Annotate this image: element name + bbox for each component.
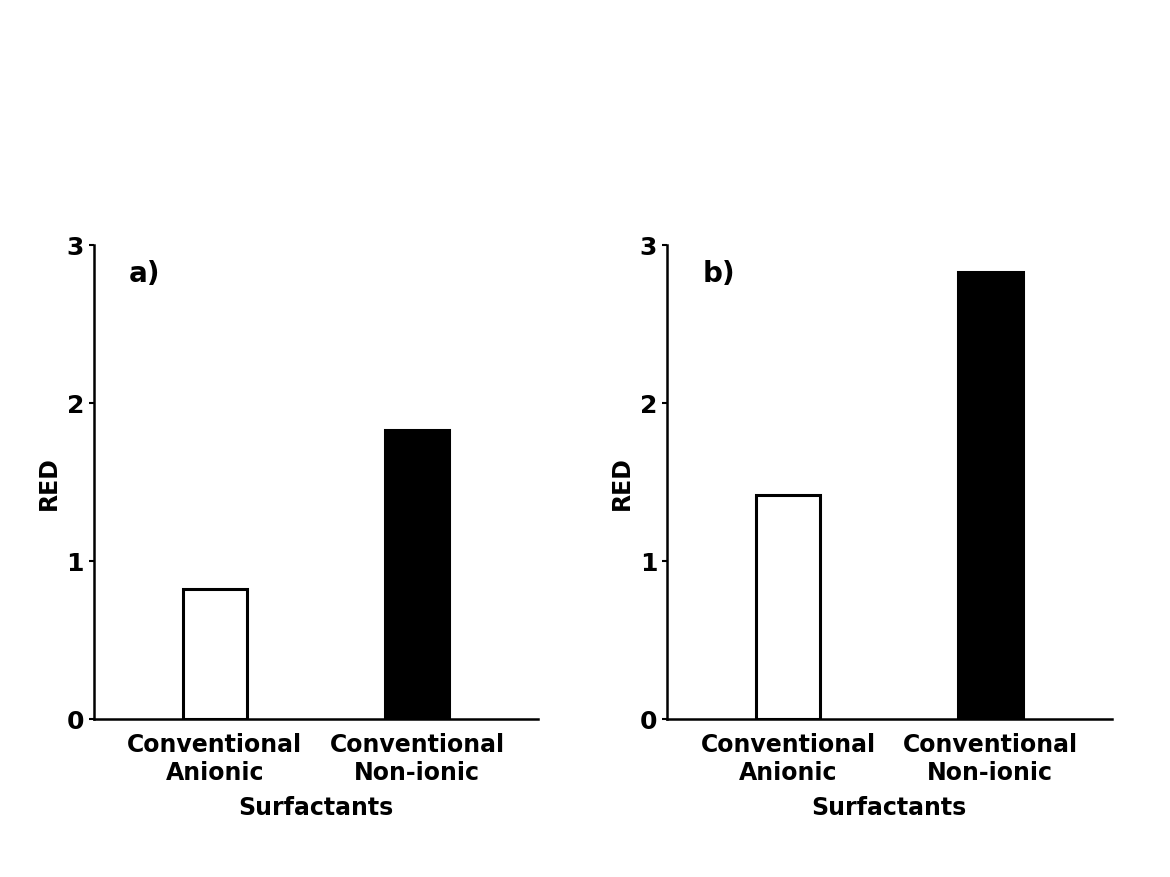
Y-axis label: RED: RED bbox=[36, 455, 61, 510]
Bar bbox=[958, 273, 1023, 719]
X-axis label: Surfactants: Surfactants bbox=[812, 795, 966, 819]
Text: a): a) bbox=[129, 260, 160, 288]
Bar bbox=[385, 431, 449, 719]
X-axis label: Surfactants: Surfactants bbox=[239, 795, 393, 819]
Y-axis label: RED: RED bbox=[610, 455, 634, 510]
Bar bbox=[756, 495, 820, 719]
Text: b): b) bbox=[702, 260, 735, 288]
Bar bbox=[183, 589, 247, 719]
